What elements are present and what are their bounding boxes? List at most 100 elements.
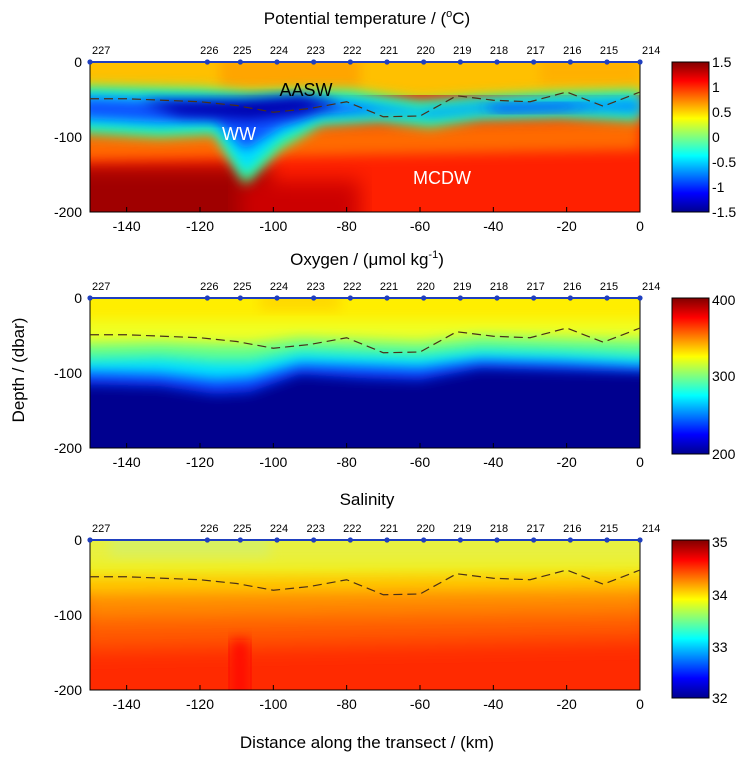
temperature-station-marker-225: [237, 59, 243, 65]
temperature-cbar-tick-1: 1: [712, 79, 720, 95]
salinity-title: Salinity: [340, 490, 395, 509]
oxygen-station-markers: 227 226 225 224 223 222 221 220 219 218 217 216 215 2…: [87, 281, 660, 301]
temperature-station-marker-223: [311, 59, 317, 65]
salinity-station-label: 220: [416, 523, 434, 535]
salinity-station-marker-225: [237, 537, 243, 543]
salinity-station-marker-214: [637, 537, 643, 543]
aasw-label: AASW: [279, 80, 332, 100]
temperature-xtick-label: 0: [636, 218, 644, 234]
salinity-xticks: -140 -120 -100 -80 -60 -40 -20 0: [113, 685, 644, 712]
oxygen-station-label: 222: [343, 281, 361, 293]
temperature-station-marker-219: [457, 59, 463, 65]
oxygen-cbar-tick-0: 400: [712, 292, 736, 308]
salinity-station-label: 214: [642, 523, 660, 535]
salinity-cbar-tick-0: 35: [712, 534, 728, 550]
salinity-station-marker-224: [274, 537, 280, 543]
salinity-xtick-label: 0: [636, 696, 644, 712]
salinity-cbar-tick-1: 34: [712, 587, 728, 603]
mcdw-label: MCDW: [413, 168, 471, 188]
oxygen-station-label: 226: [200, 281, 218, 293]
oxygen-station-label: 216: [563, 281, 581, 293]
oxygen-station-marker-214: [637, 295, 643, 301]
temperature-ytick-1: -100: [54, 129, 82, 145]
oxygen-station-label: 220: [416, 281, 434, 293]
salinity-xtick-label: -80: [337, 696, 357, 712]
oxygen-station-label: 218: [490, 281, 508, 293]
oxygen-xtick-label: -20: [557, 454, 577, 470]
salinity-xtick-label: -120: [186, 696, 214, 712]
oxygen-xtick-label: -80: [337, 454, 357, 470]
temperature-station-label: 224: [270, 45, 288, 57]
oxygen-field: [90, 298, 640, 448]
salinity-station-label: 218: [490, 523, 508, 535]
oxygen-station-label: 217: [526, 281, 544, 293]
oxygen-ytick-1: -100: [54, 365, 82, 381]
salinity-station-label: 216: [563, 523, 581, 535]
temperature-title: Potential temperature / (oC): [264, 8, 470, 28]
salinity-xtick-label: -40: [483, 696, 503, 712]
salinity-colorbar: [671, 539, 710, 699]
oxygen-xtick-label: -40: [483, 454, 503, 470]
oxygen-station-marker-224: [274, 295, 280, 301]
salinity-cbar-tick-3: 32: [712, 690, 728, 706]
salinity-station-marker-217: [531, 537, 537, 543]
salinity-station-label: 221: [380, 523, 398, 535]
oxygen-xtick-label: 0: [636, 454, 644, 470]
salinity-station-marker-216: [567, 537, 573, 543]
temperature-xticks: -140 -120 -100 -80 -60 -40 -20 0: [113, 207, 644, 234]
temperature-station-marker-216: [567, 59, 573, 65]
temperature-xtick-label: -60: [410, 218, 430, 234]
oxygen-xticks: -140 -120 -100 -80 -60 -40 -20 0: [113, 443, 644, 470]
temperature-station-label: 225: [233, 45, 251, 57]
temperature-station-label: 221: [380, 45, 398, 57]
y-axis-label: Depth / (dbar): [9, 318, 28, 423]
oxygen-station-label: 223: [306, 281, 324, 293]
temperature-station-label: 216: [563, 45, 581, 57]
salinity-station-marker-219: [457, 537, 463, 543]
salinity-station-label: 227: [92, 523, 110, 535]
ww-label: WW: [222, 124, 256, 144]
temperature-station-label: 223: [306, 45, 324, 57]
oxygen-xtick-label: -140: [113, 454, 141, 470]
oxygen-station-label: 227: [92, 281, 110, 293]
oxygen-xtick-label: -100: [259, 454, 287, 470]
temperature-station-label: 222: [343, 45, 361, 57]
oxygen-station-marker-223: [311, 295, 317, 301]
salinity-xtick-label: -100: [259, 696, 287, 712]
salinity-ytick-2: -200: [54, 682, 82, 698]
temperature-station-marker-214: [637, 59, 643, 65]
x-axis-label: Distance along the transect / (km): [240, 733, 494, 752]
salinity-station-marker-221: [384, 537, 390, 543]
temperature-xtick-label: -100: [259, 218, 287, 234]
temperature-station-label: 220: [416, 45, 434, 57]
salinity-ytick-0: 0: [74, 532, 82, 548]
temperature-station-label: 217: [526, 45, 544, 57]
temperature-station-label: 214: [642, 45, 660, 57]
oxygen-station-marker-225: [237, 295, 243, 301]
temperature-station-marker-221: [384, 59, 390, 65]
salinity-cbar-tick-2: 33: [712, 639, 728, 655]
oxygen-station-marker-226: [204, 295, 210, 301]
temperature-cbar-tick-0: 1.5: [712, 54, 732, 70]
temperature-station-label: 226: [200, 45, 218, 57]
oxygen-station-label: 219: [453, 281, 471, 293]
temperature-station-label: 215: [600, 45, 618, 57]
temperature-xtick-label: -120: [186, 218, 214, 234]
salinity-station-label: 219: [453, 523, 471, 535]
temperature-dashed-line: [90, 91, 641, 118]
salinity-xtick-label: -20: [557, 696, 577, 712]
salinity-station-label: 223: [306, 523, 324, 535]
salinity-xtick-label: -60: [410, 696, 430, 712]
temperature-panel: Potential temperature / (oC) 227 226 225 22…: [54, 8, 736, 234]
oxygen-station-marker-216: [567, 295, 573, 301]
salinity-field: [90, 540, 640, 690]
oxygen-xtick-label: -120: [186, 454, 214, 470]
oxygen-cbar-tick-2: 200: [712, 446, 736, 462]
salinity-station-marker-222: [347, 537, 353, 543]
oxygen-station-marker-217: [531, 295, 537, 301]
oxygen-xtick-label: -60: [410, 454, 430, 470]
salinity-station-label: 215: [600, 523, 618, 535]
temperature-ytick-0: 0: [74, 54, 82, 70]
oxygen-panel: Oxygen / (μmol kg-1) 227 226 225 224 223 222 2…: [54, 249, 736, 470]
